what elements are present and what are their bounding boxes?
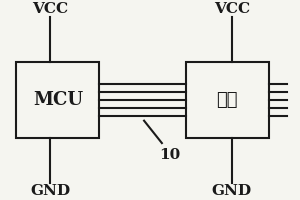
Text: GND: GND [212,184,252,198]
FancyBboxPatch shape [186,62,269,138]
Text: GND: GND [30,184,70,198]
FancyBboxPatch shape [16,62,100,138]
Text: VCC: VCC [214,2,250,16]
Text: VCC: VCC [32,2,68,16]
Text: 芯片: 芯片 [217,91,238,109]
Text: 10: 10 [159,148,180,162]
Text: MCU: MCU [33,91,83,109]
